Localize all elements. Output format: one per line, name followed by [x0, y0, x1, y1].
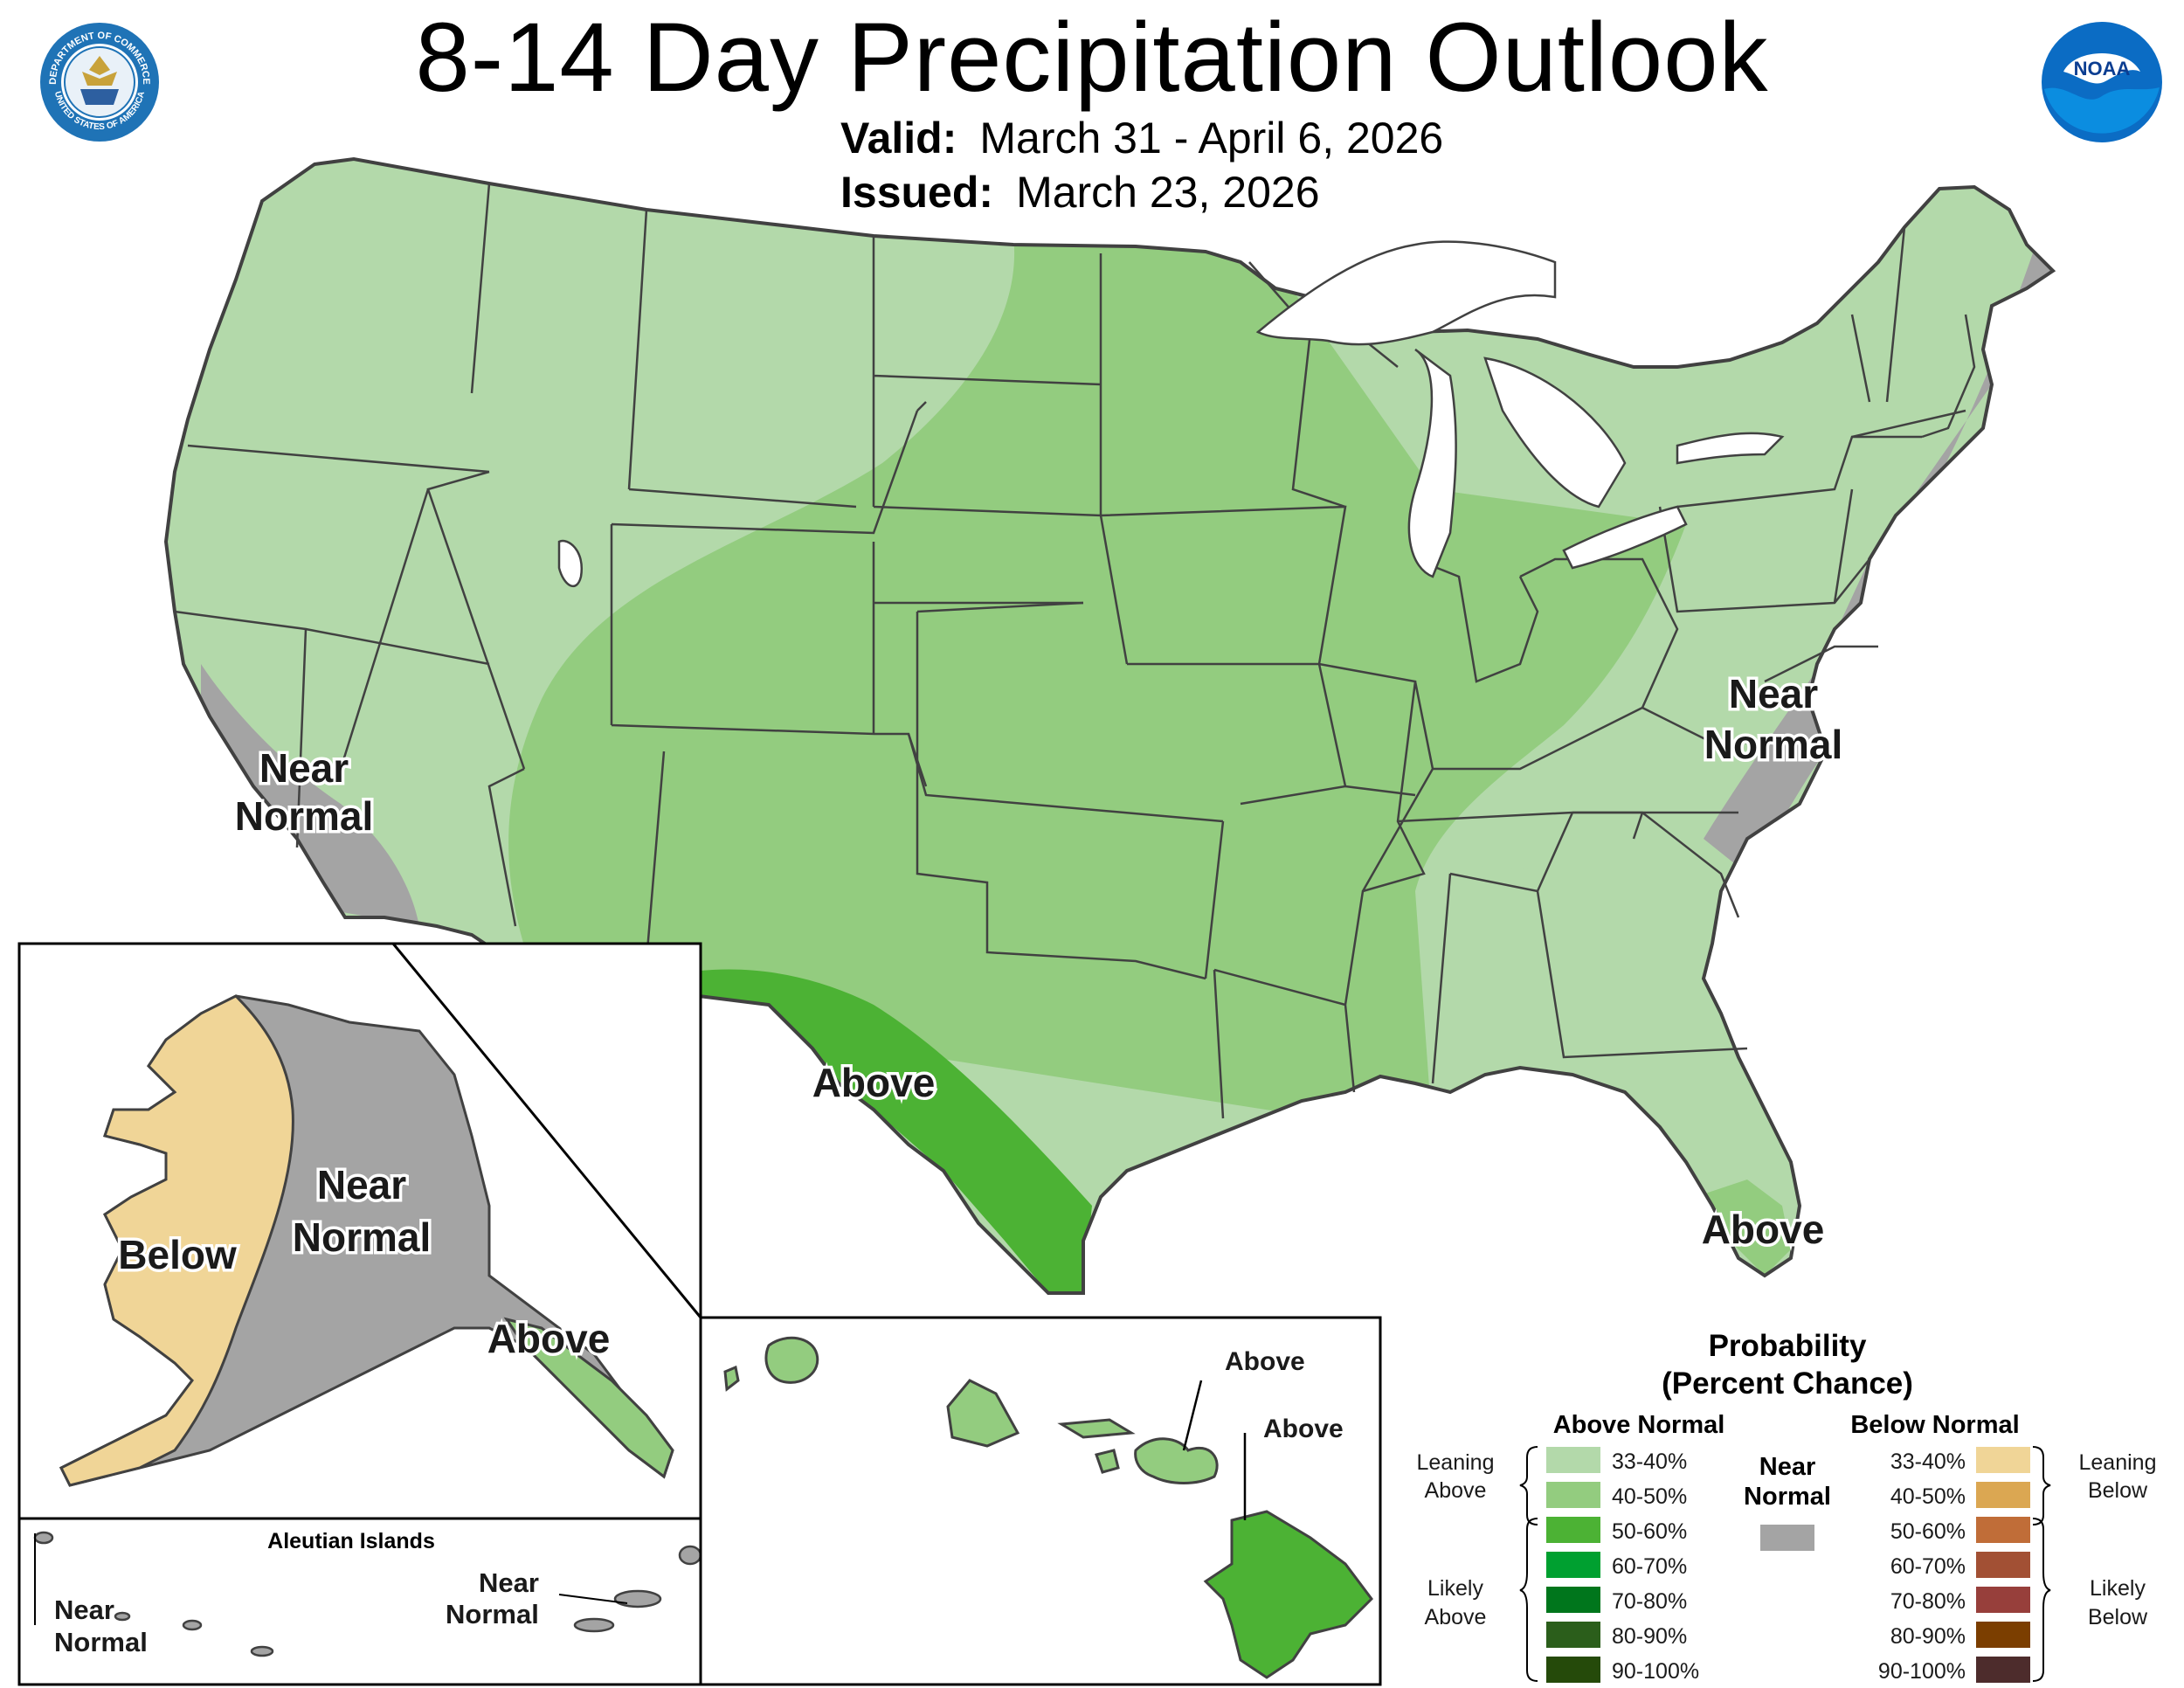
noaa-logo: NOAA — [2042, 22, 2162, 142]
california-normal-label: Normal — [235, 793, 373, 839]
legend-below-bin-label: 90-100% — [1878, 1659, 1966, 1684]
noaa-logo-text: NOAA — [2074, 58, 2131, 80]
legend-below-header: Below Normal — [1850, 1411, 2019, 1439]
valid-line: Valid: March 31 - April 6, 2026 — [840, 114, 1443, 163]
legend-below-bin-swatch — [1976, 1587, 2030, 1613]
valid-dates: March 31 - April 6, 2026 — [979, 114, 1444, 163]
aleutian-east-normal-label: Normal — [446, 1599, 539, 1629]
maui-above-label: Above — [1225, 1347, 1305, 1376]
issued-line: Issued: March 23, 2026 — [840, 168, 1320, 217]
conus-map: Near Normal Near Normal Above Above — [164, 157, 2055, 1295]
legend-below-bin-swatch — [1976, 1517, 2030, 1543]
legend-above-bin-swatch — [1546, 1657, 1600, 1683]
legend-below-bin-swatch — [1976, 1447, 2030, 1473]
lanai-island — [1095, 1449, 1120, 1474]
east-coast-near-label: Near — [1729, 671, 1818, 716]
legend-below-bin-swatch — [1976, 1552, 2030, 1578]
alaska-normal-label: Normal — [293, 1214, 431, 1260]
legend-above-bin-swatch — [1546, 1447, 1600, 1473]
legend-above-bin-label: 60-70% — [1612, 1554, 1687, 1579]
aleutian-east-near-label: Near — [479, 1567, 539, 1598]
kauai-island — [764, 1336, 819, 1384]
aleutian-inset: Aleutian Islands Near Normal Near Normal — [17, 1517, 702, 1686]
maui-island — [1134, 1437, 1219, 1484]
likely-above-1: Likely — [1427, 1576, 1483, 1601]
likely-below-2: Below — [2088, 1605, 2148, 1629]
legend-above-bin-label: 80-90% — [1612, 1624, 1687, 1649]
legend-above-bin-label: 50-60% — [1612, 1519, 1687, 1544]
legend-braces — [1519, 1446, 2051, 1682]
leaning-below-2: Below — [2088, 1478, 2148, 1503]
near-normal-east-coast-region — [1704, 164, 2053, 874]
legend-below-bin-swatch — [1976, 1622, 2030, 1648]
likely-below-1: Likely — [2090, 1576, 2146, 1601]
leaning-above-1: Leaning — [1417, 1450, 1495, 1475]
aleutian-west-normal-label: Normal — [54, 1627, 148, 1657]
valid-label: Valid: — [840, 114, 957, 163]
issued-label: Issued: — [840, 168, 994, 217]
legend-title-2: (Percent Chance) — [1662, 1366, 1913, 1401]
legend-above-bin-swatch — [1546, 1552, 1600, 1578]
legend-above-bin-swatch — [1546, 1587, 1600, 1613]
alaska-above-area — [503, 1317, 674, 1479]
above-40-50-florida-region — [1695, 1180, 1791, 1276]
alaska-near-label: Near — [317, 1162, 406, 1207]
legend-below-bin-label: 80-90% — [1890, 1624, 1966, 1649]
molokai-island — [1057, 1418, 1136, 1439]
conus-labels: Near Normal Near Normal Above Above — [232, 668, 1845, 1256]
issued-date: March 23, 2026 — [1016, 168, 1320, 217]
legend-above-bin-swatch — [1546, 1622, 1600, 1648]
aleutian-title: Aleutian Islands — [267, 1529, 435, 1553]
legend-near-header-2: Normal — [1744, 1483, 1831, 1511]
state-borders — [174, 183, 1976, 1119]
legend-below-bin-swatch — [1976, 1482, 2030, 1508]
legend: Probability (Percent Chance) Above Norma… — [1417, 1329, 2157, 1684]
legend-above-bin-swatch — [1546, 1482, 1600, 1508]
commerce-seal-logo: DEPARTMENT OF COMMERCE UNITED STATES OF … — [40, 23, 159, 142]
legend-above-bin-label: 40-50% — [1612, 1484, 1687, 1509]
texas-above-label: Above — [812, 1060, 936, 1105]
east-coast-normal-label: Normal — [1704, 722, 1842, 767]
legend-near-swatch — [1760, 1525, 1814, 1551]
hawaii-inset: Above Above — [699, 1316, 1382, 1686]
florida-above-label: Above — [1702, 1207, 1825, 1252]
above-40-50-central-region — [508, 236, 1686, 1136]
oahu-island — [946, 1379, 1020, 1448]
near-normal-california-region — [201, 664, 419, 926]
legend-below-bin-label: 33-40% — [1890, 1449, 1966, 1474]
big-island — [1203, 1510, 1373, 1679]
above-50-60-texas-region — [629, 969, 1092, 1293]
leaning-above-2: Above — [1425, 1478, 1487, 1503]
alaska-below-area — [59, 994, 294, 1487]
legend-above-bins: 33-40% 40-50% 50-60% 60-70% 70-80% 80-90% 90-1… — [1546, 1447, 1699, 1684]
legend-near-header-1: Near — [1759, 1453, 1816, 1481]
legend-below-bin-label: 40-50% — [1890, 1484, 1966, 1509]
legend-above-bin-label: 90-100% — [1612, 1659, 1699, 1684]
legend-below-bins: 33-40% 40-50% 50-60% 60-70% 70-80% 80-90% 90-1… — [1878, 1447, 2030, 1684]
likely-above-2: Above — [1425, 1605, 1487, 1629]
legend-below-bin-label: 60-70% — [1890, 1554, 1966, 1579]
page-title: 8-14 Day Precipitation Outlook — [415, 3, 1769, 112]
great-lakes — [557, 240, 1785, 588]
niihau-island — [723, 1365, 740, 1392]
legend-below-bin-swatch — [1976, 1657, 2030, 1683]
legend-above-header: Above Normal — [1553, 1411, 1725, 1439]
legend-above-bin-swatch — [1546, 1517, 1600, 1543]
alaska-above-label: Above — [487, 1316, 611, 1361]
legend-above-bin-label: 70-80% — [1612, 1589, 1687, 1614]
big-island-above-label: Above — [1263, 1415, 1344, 1443]
legend-above-bin-label: 33-40% — [1612, 1449, 1687, 1474]
alaska-inset: Below Near Normal Above — [17, 942, 702, 1520]
legend-below-bin-label: 50-60% — [1890, 1519, 1966, 1544]
aleutian-islands — [33, 1531, 702, 1657]
alaska-below-label: Below — [118, 1232, 237, 1277]
california-near-label: Near — [259, 745, 349, 791]
leaning-below-1: Leaning — [2079, 1450, 2157, 1475]
legend-below-bin-label: 70-80% — [1890, 1589, 1966, 1614]
aleutian-west-near-label: Near — [54, 1595, 114, 1625]
legend-title-1: Probability — [1709, 1329, 1867, 1363]
